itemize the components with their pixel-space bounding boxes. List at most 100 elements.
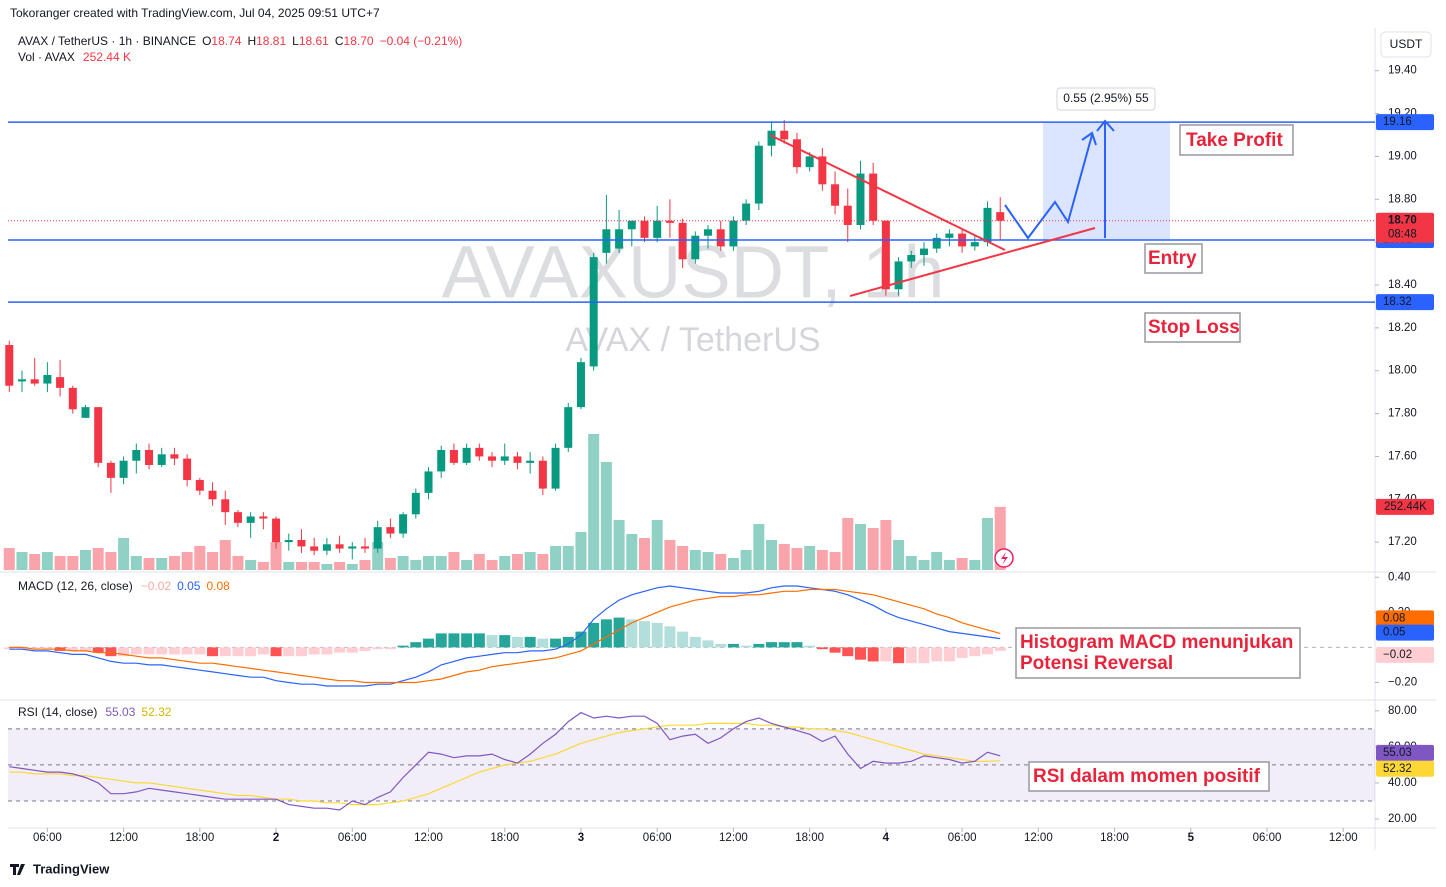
candle-body [500, 456, 509, 461]
brand-logo [10, 864, 25, 875]
candle-body [551, 447, 560, 489]
candle-body [437, 450, 446, 472]
event-icon-bolt[interactable] [1001, 552, 1008, 565]
macd-histogram-bar [473, 633, 485, 648]
candle-body [322, 544, 331, 551]
trendline [769, 134, 1006, 251]
projection-path [1004, 119, 1115, 240]
legend-value: RSI (14, close) [18, 705, 97, 719]
candle-body [170, 454, 179, 459]
macd-histogram-bar [702, 640, 714, 648]
macd-histogram-bar [918, 647, 930, 664]
signal-line [9, 588, 1001, 684]
candle-body [81, 407, 90, 418]
volume-bar [664, 540, 676, 570]
volume-bar [867, 528, 879, 570]
price-axis-label: 0.05 [1383, 627, 1405, 639]
volume-bar [689, 550, 701, 570]
macd-histogram-bar [600, 619, 612, 648]
annotation: RSI dalam momen positif [1033, 766, 1261, 787]
macd-histogram-bar [982, 647, 994, 655]
candle-body [360, 546, 369, 549]
price-axis-label: 52.32 [1383, 763, 1412, 775]
candle-body [259, 516, 268, 519]
macd-histogram-bar [207, 647, 219, 657]
ohlc-value: 18.61 [299, 34, 329, 48]
macd-histogram-bar [651, 622, 663, 648]
price-label-box [1376, 646, 1434, 663]
candle-body [767, 130, 776, 146]
x-tick-label: 06:00 [643, 832, 672, 844]
candle-body [653, 220, 662, 238]
x-tick-label: 06:00 [338, 832, 367, 844]
volume-bar [79, 550, 91, 570]
macd-histogram-bar [766, 642, 778, 648]
currency-box[interactable] [1380, 31, 1432, 58]
volume-bar [499, 556, 511, 570]
volume-bar [893, 540, 905, 570]
candle-body [704, 229, 713, 236]
macd-histogram-bar [346, 647, 358, 653]
volume-bar [410, 560, 422, 570]
candle-body [996, 212, 1005, 221]
x-tick-label: 18:00 [185, 832, 214, 844]
macd-histogram-bar [842, 647, 854, 657]
macd-histogram-bar [359, 647, 371, 651]
volume-bar [486, 560, 498, 570]
candle-body [424, 471, 433, 493]
candle-body [195, 480, 204, 491]
macd-histogram-bar [232, 647, 244, 657]
candle-body [386, 527, 395, 534]
ohlc-key: H [247, 34, 256, 48]
volume-bar [562, 546, 574, 570]
volume-bar [575, 532, 587, 570]
volume-bar [54, 556, 66, 570]
volume-bar [600, 462, 612, 570]
macd-histogram-bar [308, 647, 320, 655]
candle-body [94, 407, 103, 463]
price-label-box [1376, 114, 1434, 131]
candle-body [335, 544, 344, 549]
y-tick-label: 18.00 [1388, 365, 1417, 377]
candle-body [183, 458, 192, 480]
macd-histogram-bar [499, 635, 511, 648]
volume-bar [16, 552, 28, 570]
candle-body [272, 518, 281, 543]
x-tick-label: 06:00 [33, 832, 62, 844]
position-label: 0.55 (2.95%) 55 [1063, 91, 1149, 105]
candle-body [475, 447, 484, 457]
macd-histogram-bar [880, 647, 892, 662]
volume-bar [588, 434, 600, 570]
candle-body [691, 235, 700, 260]
annotation: Entry [1148, 248, 1197, 269]
volume-bar [448, 552, 460, 570]
macd-histogram-bar [740, 645, 752, 648]
volume-bar [207, 552, 219, 570]
x-tick-label: 06:00 [1253, 832, 1282, 844]
macd-histogram-bar [105, 647, 117, 657]
x-tick-label: 4 [883, 832, 890, 844]
macd-histogram-bar [461, 633, 473, 648]
macd-histogram-bar [219, 647, 231, 657]
macd-histogram-bar [245, 647, 257, 657]
macd-histogram-bar [677, 631, 689, 648]
symbol-line: AVAX / TetherUS · 1h · BINANCE O18.74 H18.… [18, 34, 462, 48]
macd-histogram-bar [41, 647, 53, 650]
rsi-line [9, 711, 1001, 811]
candle-body [17, 379, 26, 382]
vol-line: Vol · AVAX 252.44 K [18, 50, 131, 64]
currency[interactable]: USDT [1390, 37, 1423, 51]
y-tick-label: 18.80 [1388, 193, 1417, 205]
volume-bar [29, 554, 41, 570]
ohlc-value: 18.74 [211, 34, 241, 48]
brand: TradingView [33, 861, 110, 876]
candle-body [462, 447, 471, 463]
candle-body [488, 456, 497, 461]
volume-bar [295, 562, 307, 570]
volume-bar [105, 552, 117, 570]
volume-bar [778, 544, 790, 570]
y-tick-label: −0.20 [1388, 676, 1417, 688]
candle-body [43, 375, 52, 384]
candle-body [513, 456, 522, 463]
volume-bar [994, 506, 1006, 570]
